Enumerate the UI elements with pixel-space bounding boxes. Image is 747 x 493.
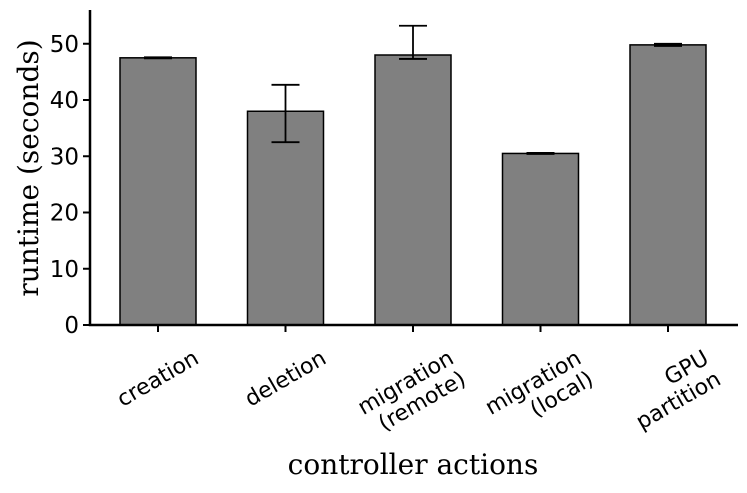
bar: [501, 152, 580, 326]
bar: [119, 57, 197, 326]
y-tick-label: 20: [50, 201, 79, 227]
x-tick-label: deletion: [241, 346, 331, 412]
y-tick-label: 0: [64, 313, 79, 339]
x-tick-label-line: deletion: [241, 346, 331, 412]
x-tick-labels-layer: creation deletion migration(remote) migrati…: [113, 325, 725, 442]
bar: [629, 44, 707, 326]
y-ticks-layer: 0 10 20 30 40 50: [50, 32, 90, 339]
x-tick-label: migration(remote): [354, 346, 471, 442]
y-tick-label: 50: [50, 32, 79, 58]
bar: [374, 54, 452, 326]
x-tick-label: creation: [113, 346, 203, 413]
x-tick-label-line: creation: [113, 346, 203, 413]
y-tick-label: 40: [50, 88, 79, 114]
y-tick-label: 30: [50, 144, 79, 170]
x-tick-label: GPUpartition: [620, 346, 725, 435]
x-tick-label: migration(local): [481, 346, 598, 442]
y-axis-label: runtime (seconds): [12, 39, 45, 296]
bars-layer: [119, 44, 707, 326]
y-tick-label: 10: [50, 257, 79, 283]
error-bars-layer: [144, 24, 682, 155]
bar: [246, 110, 325, 326]
x-axis-label: controller actions: [288, 448, 539, 481]
